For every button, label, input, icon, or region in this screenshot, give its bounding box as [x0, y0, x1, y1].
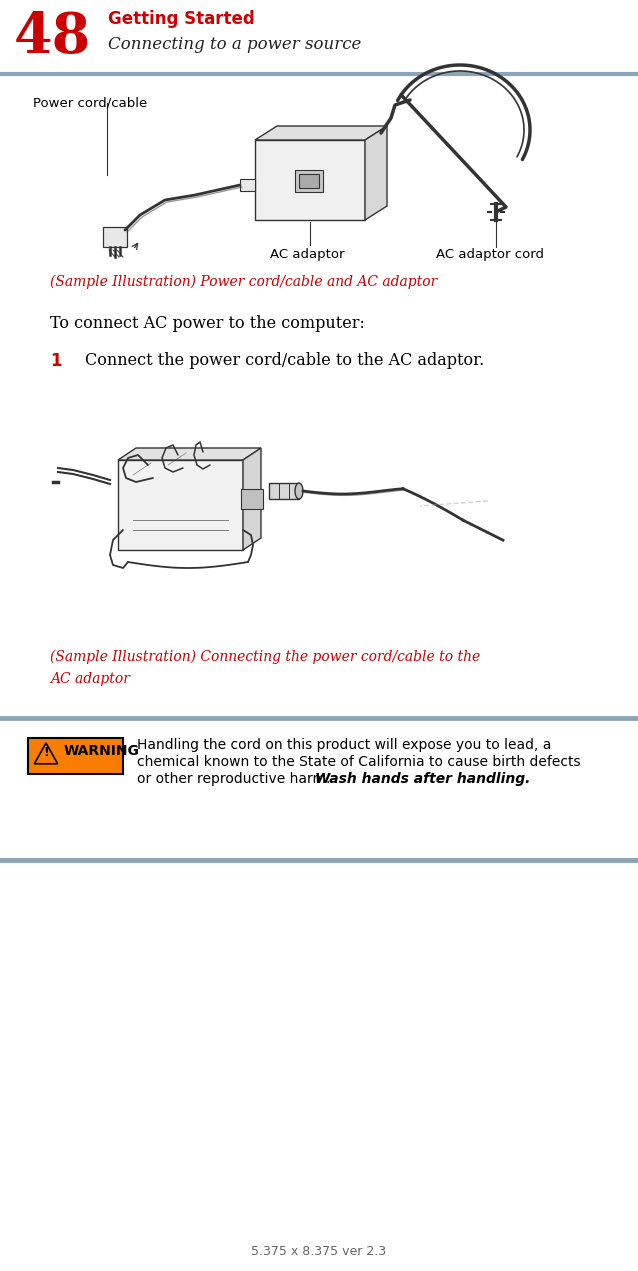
Text: Power cord/cable: Power cord/cable	[33, 97, 147, 111]
Text: Connect the power cord/cable to the AC adaptor.: Connect the power cord/cable to the AC a…	[85, 352, 484, 369]
Text: (Sample Illustration) Power cord/cable and AC adaptor: (Sample Illustration) Power cord/cable a…	[50, 275, 437, 290]
Text: 1: 1	[50, 352, 61, 370]
Text: 48: 48	[14, 10, 91, 65]
Polygon shape	[255, 126, 387, 140]
Text: Handling the cord on this product will expose you to lead, a: Handling the cord on this product will e…	[137, 738, 551, 752]
Bar	[295, 170, 323, 192]
Text: Getting Started: Getting Started	[108, 10, 255, 28]
Text: (Sample Illustration) Connecting the power cord/cable to the: (Sample Illustration) Connecting the pow…	[50, 649, 480, 665]
Polygon shape	[255, 140, 365, 220]
Text: AC adaptor: AC adaptor	[270, 248, 345, 261]
Text: To connect AC power to the computer:: To connect AC power to the computer:	[50, 315, 365, 332]
Polygon shape	[34, 744, 57, 764]
Text: chemical known to the State of California to cause birth defects: chemical known to the State of Californi…	[137, 755, 581, 769]
Polygon shape	[243, 447, 261, 550]
Text: or other reproductive harm.: or other reproductive harm.	[137, 771, 335, 785]
Text: AC adaptor cord: AC adaptor cord	[436, 248, 544, 261]
Bar	[28, 738, 123, 774]
Bar	[299, 174, 319, 188]
Polygon shape	[365, 126, 387, 220]
Ellipse shape	[295, 483, 303, 500]
Text: AC adaptor: AC adaptor	[50, 672, 130, 686]
Polygon shape	[118, 447, 261, 460]
Polygon shape	[118, 460, 243, 550]
Bar	[241, 489, 263, 508]
Polygon shape	[103, 228, 127, 247]
Text: !: !	[43, 746, 49, 759]
Text: Connecting to a power source: Connecting to a power source	[108, 36, 361, 53]
Text: Wash hands after handling.: Wash hands after handling.	[315, 771, 530, 785]
Bar	[269, 483, 299, 500]
Text: 5.375 x 8.375 ver 2.3: 5.375 x 8.375 ver 2.3	[251, 1246, 387, 1258]
Text: WARNING: WARNING	[64, 744, 140, 758]
Bar	[240, 179, 255, 191]
